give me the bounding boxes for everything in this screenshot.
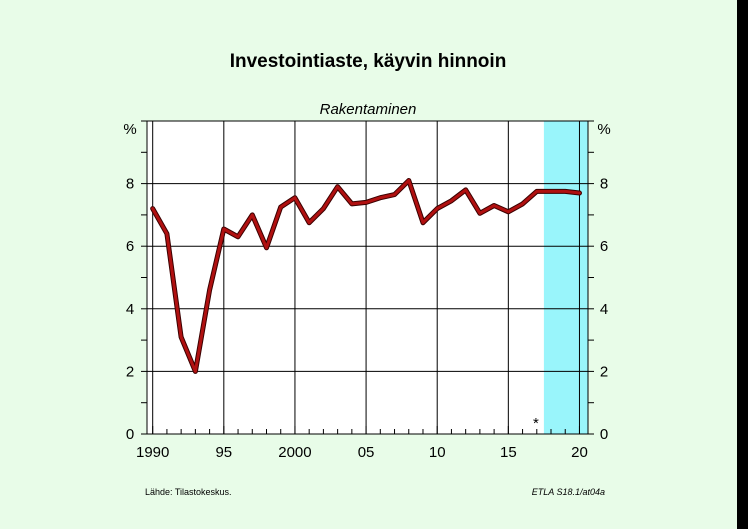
x-tick-label: 05 bbox=[358, 444, 375, 461]
y-tick-label-right: 2 bbox=[600, 363, 608, 380]
y-tick-label-right: 6 bbox=[600, 238, 608, 255]
y-tick-label-left: 8 bbox=[126, 176, 134, 193]
chart-code: ETLA S18.1/at04a bbox=[532, 487, 605, 497]
y-axis-unit-right: % bbox=[597, 121, 610, 138]
x-tick-label: 95 bbox=[215, 444, 232, 461]
y-axis-unit-left: % bbox=[123, 121, 136, 138]
plot-frame bbox=[146, 120, 589, 435]
y-tick-label-left: 0 bbox=[126, 426, 134, 443]
y-tick-label-right: 8 bbox=[600, 176, 608, 193]
forecast-marker: * bbox=[533, 415, 539, 432]
y-tick-label-right: 4 bbox=[600, 301, 608, 318]
x-tick-label: 1990 bbox=[136, 444, 169, 461]
x-tick-label: 15 bbox=[500, 444, 517, 461]
x-tick-label: 10 bbox=[429, 444, 446, 461]
plot-background bbox=[147, 121, 588, 434]
y-tick-label-left: 2 bbox=[126, 363, 134, 380]
x-tick-label: 20 bbox=[571, 444, 588, 461]
x-tick-label: 2000 bbox=[278, 444, 311, 461]
chart-title: Investointiaste, käyvin hinnoin bbox=[230, 51, 507, 72]
forecast-shading bbox=[543, 121, 588, 434]
source-note: Lähde: Tilastokeskus. bbox=[145, 487, 232, 497]
chart-subtitle: Rakentaminen bbox=[320, 101, 417, 118]
y-tick-label-left: 4 bbox=[126, 301, 134, 318]
y-tick-label-right: 0 bbox=[600, 426, 608, 443]
y-tick-label-left: 6 bbox=[126, 238, 134, 255]
plot-area: 0 0 2 2 4 4 6 6 8 8 1990 95 2000 05 10 15 20 * bbox=[126, 120, 608, 461]
